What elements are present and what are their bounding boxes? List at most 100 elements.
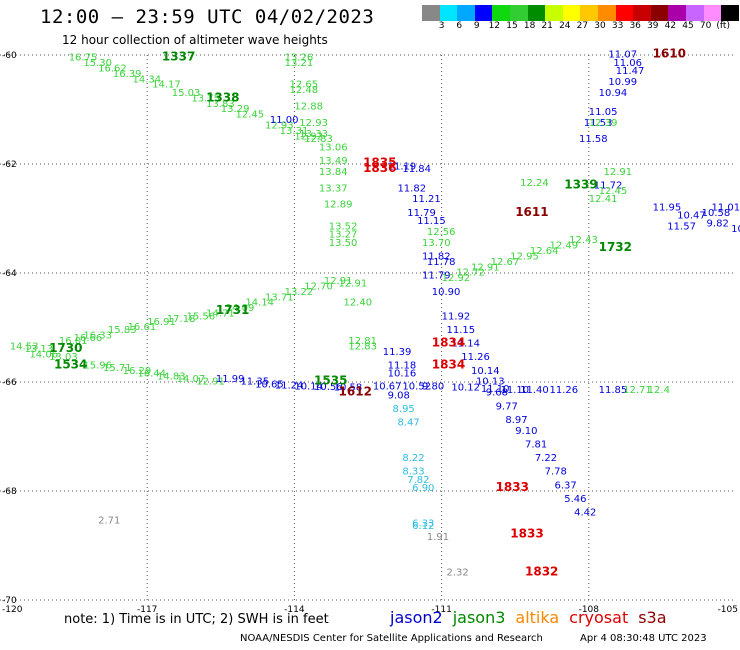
- wave-height-label: 12.48: [289, 85, 318, 96]
- wave-height-label: 13.13: [25, 344, 54, 355]
- time-mark: 1612: [339, 385, 372, 399]
- wave-height-label: 15.56: [186, 311, 215, 322]
- legend-swatch: [721, 5, 739, 21]
- wave-height-label: 7.78: [545, 467, 567, 478]
- satellite-legend-item: jason2: [390, 608, 443, 627]
- wave-height-label: 11.10: [500, 385, 529, 396]
- wave-height-label: 12.95: [510, 251, 539, 262]
- wave-height-label: 12.45: [599, 186, 628, 197]
- lat-tick-label: -70: [2, 596, 17, 606]
- wave-height-label: 1.91: [427, 532, 449, 543]
- wave-height-label: 11.79: [407, 208, 436, 219]
- wave-height-label: 13.33: [299, 129, 328, 140]
- wave-height-label: 6.90: [412, 483, 434, 494]
- wave-height-label: 12.81: [348, 336, 377, 347]
- wave-height-label: 13.26: [285, 52, 314, 63]
- legend-label: 21: [541, 21, 553, 31]
- legend-swatch: [703, 5, 722, 21]
- wave-height-label: 11.53: [584, 118, 613, 129]
- wave-height-label: 12.64: [530, 246, 559, 257]
- wave-height-label: 14.17: [152, 80, 181, 91]
- wave-height-label: 13.22: [285, 287, 314, 298]
- legend-swatch: [597, 5, 616, 21]
- time-mark: 1339: [564, 178, 597, 192]
- satellite-legend: jason2 jason3 altika cryosat s3a: [390, 608, 677, 627]
- legend-label: 36: [629, 21, 641, 31]
- wave-height-label: 10.16: [388, 369, 417, 380]
- wave-height-label: 14.71: [206, 309, 235, 320]
- wave-height-label: 12.93: [265, 121, 294, 132]
- legend-swatch: [545, 5, 563, 21]
- wave-height-label: 13.50: [329, 238, 358, 249]
- wave-height-label: 10.12: [451, 383, 480, 394]
- wave-height-label: 16.91: [147, 317, 176, 328]
- time-mark: 1730: [49, 341, 82, 355]
- lat-tick-label: -60: [2, 51, 17, 61]
- color-scale-legend: [422, 5, 739, 21]
- time-mark: 1534: [54, 357, 87, 371]
- wave-height-label: 12.89: [324, 200, 353, 211]
- wave-height-label: 11.19: [388, 161, 417, 172]
- legend-swatch: [650, 5, 669, 21]
- wave-height-label: 13.52: [329, 221, 358, 232]
- wave-height-label: 16.33: [83, 330, 112, 341]
- wave-height-label: 17.18: [167, 314, 196, 325]
- wave-height-label: 12.49: [550, 240, 579, 251]
- wave-height-label: 12.83: [304, 134, 333, 145]
- wave-height-label: 11.85: [599, 385, 628, 396]
- wave-height-label: 15.03: [172, 88, 201, 99]
- time-mark: 1836: [363, 161, 396, 175]
- time-mark: 1731: [216, 303, 249, 317]
- wave-height-label: 11.57: [667, 221, 696, 232]
- wave-height-label: 16.44: [137, 369, 166, 380]
- wave-height-label: 9.10: [515, 426, 537, 437]
- wave-height-label: 11.24: [275, 381, 304, 392]
- wave-height-label: 10.: [731, 224, 740, 235]
- wave-height-label: 12.91: [196, 377, 225, 388]
- wave-height-label: 13.75: [191, 93, 220, 104]
- satellite-legend-item: jason3: [452, 608, 506, 627]
- legend-swatch: [439, 5, 458, 21]
- wave-height-label: 15.71: [103, 363, 132, 374]
- time-mark: 1832: [525, 564, 558, 578]
- wave-height-label: 7.82: [407, 475, 429, 486]
- wave-height-label: 12.67: [491, 257, 520, 268]
- wave-height-label: 15.30: [83, 58, 112, 69]
- wave-height-label: 11.82: [422, 251, 451, 262]
- legend-label: 15: [506, 21, 518, 31]
- wave-height-label: 13.71: [265, 292, 294, 303]
- legend-label: 24: [559, 21, 571, 31]
- satellite-legend-item: altika: [515, 608, 560, 627]
- wave-height-label: 8.47: [397, 418, 419, 429]
- wave-height-label: 10.47: [677, 211, 706, 222]
- legend-label: 39: [647, 21, 659, 31]
- legend-swatch: [562, 5, 581, 21]
- wave-height-label: 2.32: [447, 567, 469, 578]
- lon-tick-label: -111: [431, 605, 451, 615]
- wave-height-label: 12.92: [442, 273, 471, 284]
- legend-swatch: [457, 5, 475, 21]
- wave-height-label: 11.10: [481, 384, 510, 395]
- wave-height-label: 8.97: [505, 415, 527, 426]
- wave-height-label: 12.91: [604, 167, 633, 178]
- legend-label: 3: [438, 21, 445, 31]
- legend-swatch: [633, 5, 651, 21]
- time-mark: 1834: [432, 336, 465, 350]
- time-mark: 1835: [363, 156, 396, 170]
- lon-tick-label: -114: [284, 605, 305, 615]
- wave-height-label: 11.14: [451, 339, 480, 350]
- wave-height-label: 7.81: [525, 439, 547, 450]
- wave-height-label: 11.18: [388, 360, 417, 371]
- wave-height-label: 10.67: [373, 382, 402, 393]
- wave-height-label: 13.70: [422, 238, 451, 249]
- wave-height-label: 8.33: [402, 467, 424, 478]
- time-mark: 1834: [432, 357, 465, 371]
- page-title: 12:00 – 23:59 UTC 04/02/2023: [40, 6, 375, 28]
- satellite-legend-item: cryosat: [569, 608, 629, 627]
- wave-height-label: 11.99: [216, 374, 245, 385]
- wave-height-label: 12.45: [236, 110, 265, 121]
- wave-height-label: 13.37: [319, 183, 348, 194]
- wave-height-label: 11.92: [442, 311, 471, 322]
- wave-height-label: 12.91: [471, 262, 500, 273]
- lat-tick-label: -64: [2, 269, 17, 279]
